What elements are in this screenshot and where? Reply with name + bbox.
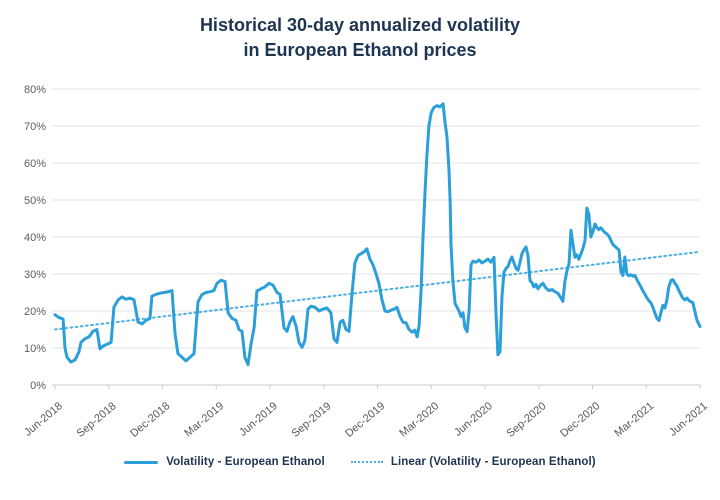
chart-title: Historical 30-day annualized volatility … (0, 13, 720, 63)
gridlines (52, 88, 700, 386)
legend-item-linear-trend: Linear (Volatility - European Ethanol) (350, 456, 596, 468)
y-tick-label: 80% (24, 84, 46, 96)
x-tick-label: Jun-2018 (22, 400, 65, 439)
x-axis-labels: Jun-2018 Sep-2018 Dec-2018 Mar-2019 Jun-2019… (22, 385, 710, 440)
legend-label-volatility: Volatility - European Ethanol (166, 456, 325, 468)
chart-title-line2: in European Ethanol prices (243, 39, 477, 60)
x-tick-label: Jun-2021 (667, 400, 710, 439)
x-tick-label: Mar-2019 (182, 400, 226, 439)
x-tick-label: Sep-2018 (74, 400, 118, 440)
x-tick-label: Sep-2020 (504, 400, 548, 440)
trend-line (54, 250, 701, 331)
solid-line-swatch-icon (124, 460, 159, 464)
y-tick-label: 70% (24, 121, 46, 133)
volatility-line (53, 102, 702, 367)
legend-label-linear-trend: Linear (Volatility - European Ethanol) (390, 456, 596, 468)
x-tick-label: Mar-2020 (397, 400, 441, 439)
x-tick-label: Jun-2019 (237, 400, 280, 439)
y-tick-label: 30% (24, 269, 46, 281)
chart-title-line1: Historical 30-day annualized volatility (199, 15, 521, 35)
dotted-line-swatch-icon (350, 461, 383, 463)
x-tick-label: Dec-2018 (128, 400, 172, 440)
x-tick-label: Dec-2020 (558, 400, 602, 440)
chart-legend: Volatility - European Ethanol Linear (Vo… (0, 456, 720, 468)
x-tick-label: Sep-2019 (289, 400, 333, 440)
y-tick-label: 20% (24, 306, 46, 318)
y-tick-label: 0% (30, 380, 46, 392)
x-tick-label: Dec-2019 (343, 400, 387, 440)
y-tick-label: 60% (24, 158, 46, 170)
x-tick-label: Jun-2020 (452, 400, 495, 439)
y-axis-labels: 0% 10% 20% 30% 40% 50% 60% 70% 80% (24, 84, 46, 392)
y-tick-label: 40% (24, 232, 46, 244)
x-tick-label: Mar-2021 (612, 400, 656, 439)
legend-item-volatility: Volatility - European Ethanol (124, 456, 325, 468)
volatility-chart: 0%10%20%30%40%50%60%70%80%Jun-2018 Sep-20… (22, 84, 710, 440)
y-tick-label: 10% (24, 343, 46, 355)
y-tick-label: 50% (24, 195, 46, 207)
